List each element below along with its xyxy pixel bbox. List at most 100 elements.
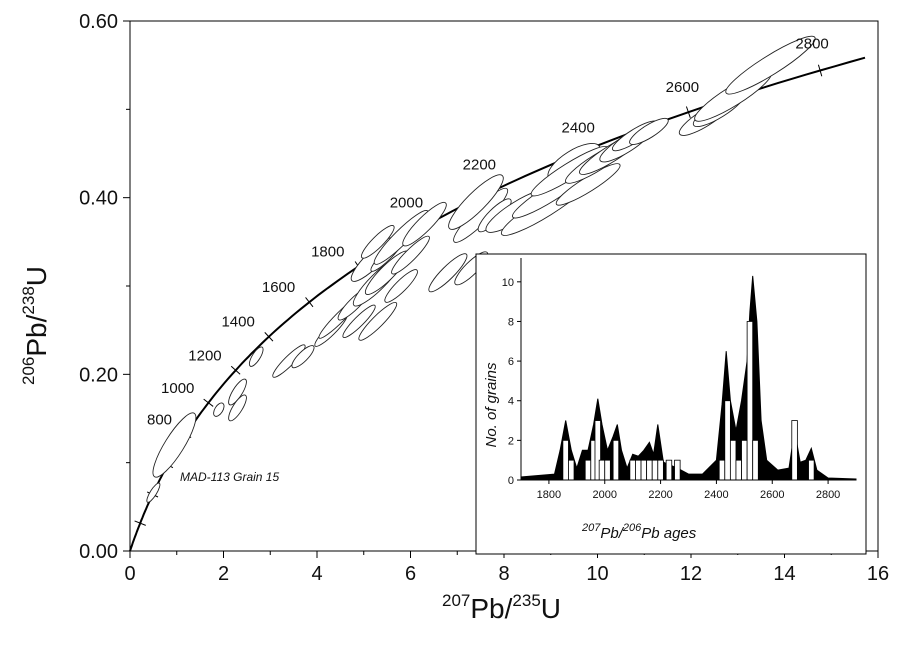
y-axis-title-base2: U (21, 266, 52, 286)
data-ellipse (291, 345, 315, 369)
inset-frame (475, 253, 867, 555)
histogram-bar (646, 459, 653, 481)
age-label: 1600 (262, 279, 295, 296)
y-tick-label: 0.60 (79, 11, 118, 33)
data-ellipses (146, 35, 816, 503)
age-label: 800 (147, 411, 172, 428)
concordia-age-tick (134, 520, 146, 526)
histogram-bar (612, 439, 620, 481)
inset-x-tick-label: 2400 (704, 489, 728, 501)
age-label: 1400 (221, 314, 254, 331)
histogram-bar (562, 439, 569, 481)
histogram-bar (568, 459, 575, 481)
concordia-age-tick (203, 398, 214, 407)
main-x-axis: 0 2 4 6 8 10 12 14 16 (124, 551, 889, 585)
data-ellipse (448, 174, 504, 230)
histogram-bar (635, 459, 642, 481)
histogram-bar (752, 439, 759, 481)
data-ellipse (384, 269, 418, 303)
x-tick-label: 14 (773, 563, 795, 585)
data-ellipse (360, 225, 395, 259)
histogram-bar (718, 459, 726, 481)
data-ellipse (342, 304, 376, 339)
inset-y-tick-label: 8 (508, 316, 514, 328)
concordia-age-tick (817, 64, 823, 77)
histogram-bar (674, 459, 681, 481)
concordia-age-tick (305, 297, 314, 308)
age-label: 2200 (463, 157, 496, 174)
y-axis-title-base1: Pb/ (21, 314, 52, 356)
inset-x-title-sup1: 207 (581, 522, 601, 534)
histogram-bar (640, 459, 648, 481)
inset-y-title: No. of grains (483, 362, 500, 448)
inset-x-tick-label: 2000 (593, 489, 617, 501)
inset-x-title-sup2: 206 (622, 522, 642, 534)
histogram-bar (808, 459, 815, 481)
data-ellipse (428, 253, 468, 293)
x-axis-title-sup2: 235 (512, 591, 540, 610)
inset-y-tick-label: 0 (508, 475, 514, 487)
x-tick-label: 2 (218, 563, 229, 585)
inset-x-tick-label: 1800 (537, 489, 561, 501)
histogram-bar (629, 459, 636, 481)
age-label: 2600 (666, 79, 699, 96)
data-ellipse (228, 378, 247, 406)
inset-x-title-base1: Pb/ (600, 525, 624, 542)
data-ellipse (248, 346, 264, 367)
histogram-bar (651, 459, 659, 481)
x-tick-label: 6 (405, 563, 416, 585)
inset-x-title: 207Pb/206Pb ages (581, 522, 697, 542)
histogram-bar (584, 459, 592, 481)
x-tick-label: 0 (124, 563, 135, 585)
inset-y-tick-label: 4 (508, 396, 514, 408)
histogram-bar (657, 459, 664, 481)
y-axis-title-sup1: 206 (19, 357, 38, 385)
x-axis-title-sup1: 207 (442, 591, 470, 610)
inset-x-tick-label: 2600 (760, 489, 784, 501)
inset-x-title-base2: Pb ages (641, 525, 697, 542)
inset-y-tick-label: 2 (508, 435, 514, 447)
age-label: 1000 (161, 380, 194, 397)
x-axis-title: 207Pb/235U (442, 591, 561, 624)
x-tick-label: 12 (680, 563, 702, 585)
x-axis-title-base2: U (541, 593, 561, 624)
concordia-age-tick (264, 332, 274, 342)
data-ellipse (146, 482, 161, 503)
data-ellipse (213, 402, 225, 417)
histogram-bar (598, 459, 606, 481)
age-label: 2400 (561, 120, 594, 137)
y-tick-label: 0.00 (79, 541, 118, 563)
histogram-bar (729, 439, 737, 481)
inset-y-tick-label: 10 (502, 277, 514, 289)
x-tick-label: 10 (586, 563, 608, 585)
age-label: 1800 (311, 243, 344, 260)
inset-histogram: 0 2 4 6 8 10 1800 2000 2200 2400 2600 2800 (502, 258, 857, 501)
x-axis-title-base1: Pb/ (470, 593, 512, 624)
data-ellipse (402, 201, 447, 247)
histogram-bar (746, 321, 754, 481)
histogram-bar (604, 459, 611, 481)
data-ellipse (391, 235, 430, 275)
histogram-bar (724, 400, 731, 481)
inset-y-tick-label: 6 (508, 356, 514, 368)
data-ellipse (629, 117, 669, 145)
y-axis-title-sup2: 238 (19, 286, 38, 314)
histogram-bar (665, 459, 673, 481)
histogram-bar (741, 439, 748, 481)
inset-x-tick-label: 2800 (816, 489, 840, 501)
y-tick-label: 0.20 (79, 364, 118, 386)
data-ellipse (725, 35, 816, 95)
data-ellipse (152, 412, 197, 478)
x-tick-label: 16 (867, 563, 889, 585)
data-ellipse (358, 301, 398, 341)
y-tick-label: 0.40 (79, 188, 118, 210)
x-tick-label: 4 (311, 563, 322, 585)
grain-annotation: MAD-113 Grain 15 (180, 470, 279, 484)
y-axis-title: 206Pb/238U (19, 266, 52, 385)
concordia-age-tick (685, 106, 691, 119)
concordia-age-tick (230, 365, 241, 375)
age-label: 2000 (390, 195, 423, 212)
age-label: 2800 (795, 36, 828, 53)
